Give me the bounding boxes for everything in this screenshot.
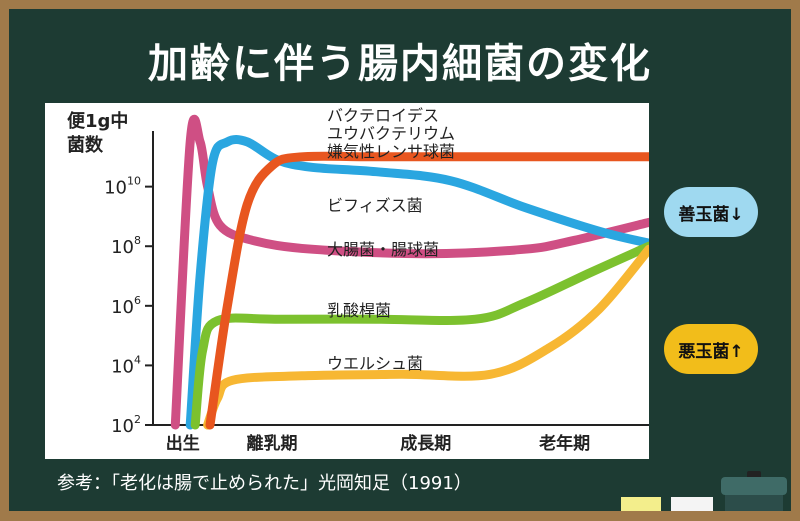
series-label-bacteroides: バクテロイデスユウバクテリウム嫌気性レンサ球菌 [327,106,455,161]
x-tick-label: 離乳期 [247,433,298,454]
x-tick-label: 老年期 [538,433,590,454]
good-bacteria-badge: 善玉菌↓ [664,187,758,237]
y-tick-label: 102 [111,413,141,437]
series-line-welchii [203,244,649,430]
white-chalk [671,497,713,511]
y-axis-label: 便1g中菌数 [67,110,128,156]
yellow-chalk [621,497,661,511]
series-label-bifidobacterium: ビフィズス菌 [327,196,423,215]
x-tick-label: 出生 [166,433,200,454]
y-tick-label: 104 [111,353,141,377]
eraser-icon [721,471,787,511]
citation: 参考：「老化は腸で止められた」光岡知足（1991） [57,473,472,494]
bad-bacteria-badge: 悪玉菌↑ [664,324,758,374]
page-title: 加齢に伴う腸内細菌の変化 [148,41,652,87]
series-line-ecoli [170,114,649,430]
series-line-lactobacillus [190,241,649,430]
chart-area: 便1g中菌数 102 104 106 108 1010 出生 離乳期 成長期 老年期 バクテロイデ… [67,106,649,454]
series-label-welchii: ウエルシュ菌 [327,354,423,373]
y-tick-label: 108 [111,234,141,258]
series-label-lactobacillus: 乳酸桿菌 [327,301,391,320]
chart-panel: 便1g中菌数 102 104 106 108 1010 出生 離乳期 成長期 老年期 バクテロイデ… [45,103,649,459]
x-tick-label: 成長期 [400,433,451,454]
series-line-bacteroides [205,151,649,430]
series-label-ecoli: 大腸菌・腸球菌 [327,240,439,259]
y-tick-label: 1010 [104,175,141,199]
y-tick-label: 106 [111,294,141,318]
